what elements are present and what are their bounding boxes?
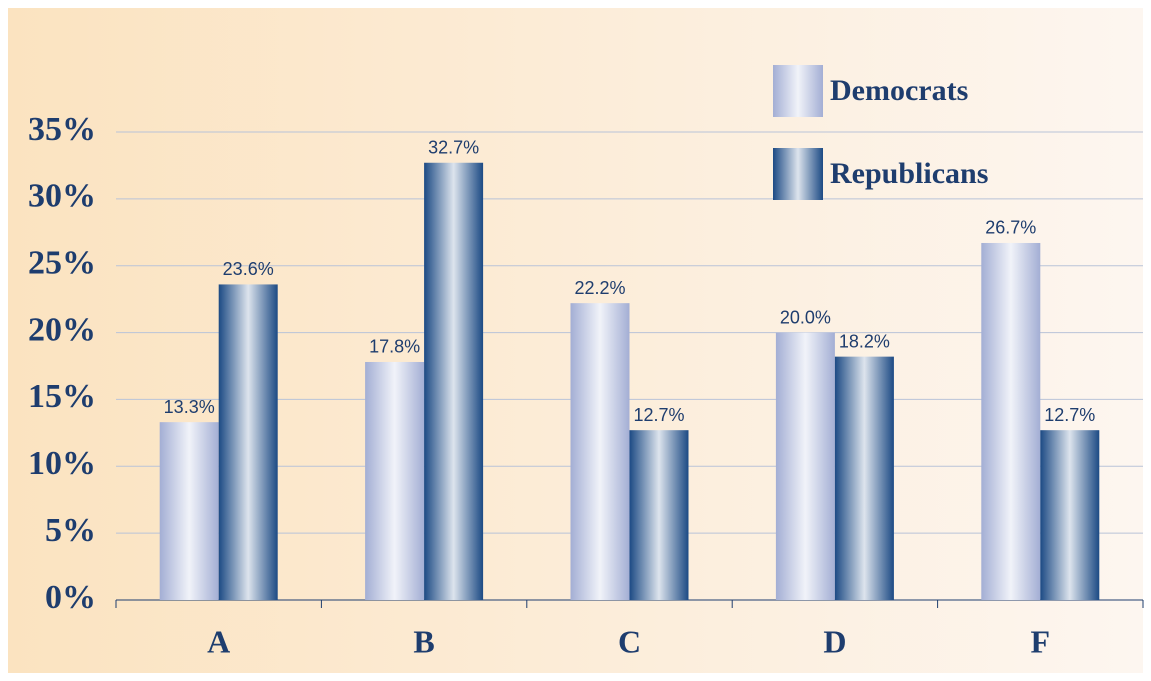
x-tick-label: B	[413, 623, 434, 659]
data-label: 26.7%	[985, 218, 1036, 238]
bar	[218, 284, 278, 600]
data-label: 20.0%	[780, 307, 831, 327]
y-tick-label: 5%	[45, 512, 96, 549]
x-tick-label: D	[823, 623, 846, 659]
x-tick-label: A	[207, 623, 230, 659]
y-tick-label: 10%	[28, 445, 96, 482]
bar	[159, 422, 219, 600]
bar	[981, 242, 1041, 601]
bar	[424, 162, 484, 601]
data-label: 12.7%	[633, 405, 684, 425]
y-tick-label: 30%	[28, 178, 96, 215]
bar	[570, 303, 630, 600]
data-label: 22.2%	[574, 278, 625, 298]
bar	[775, 332, 835, 600]
data-label: 13.3%	[164, 397, 215, 417]
y-tick-label: 20%	[28, 311, 96, 348]
x-tick-label: F	[1031, 623, 1051, 659]
y-tick-label: 25%	[28, 245, 96, 282]
legend-label: Republicans	[830, 157, 988, 190]
bar	[629, 430, 689, 600]
bar	[1040, 430, 1100, 600]
legend-swatch	[773, 148, 823, 200]
y-tick-label: 35%	[28, 111, 96, 148]
y-tick-label: 15%	[28, 378, 96, 415]
legend-label: Democrats	[830, 74, 968, 107]
bar	[834, 356, 894, 600]
data-label: 32.7%	[428, 138, 479, 158]
legend-swatch	[773, 65, 823, 117]
data-label: 23.6%	[223, 259, 274, 279]
y-tick-label: 0%	[45, 579, 96, 616]
x-tick-label: C	[618, 623, 641, 659]
data-label: 12.7%	[1044, 405, 1095, 425]
data-label: 17.8%	[369, 337, 420, 357]
data-label: 18.2%	[839, 331, 890, 351]
bar	[365, 361, 425, 600]
